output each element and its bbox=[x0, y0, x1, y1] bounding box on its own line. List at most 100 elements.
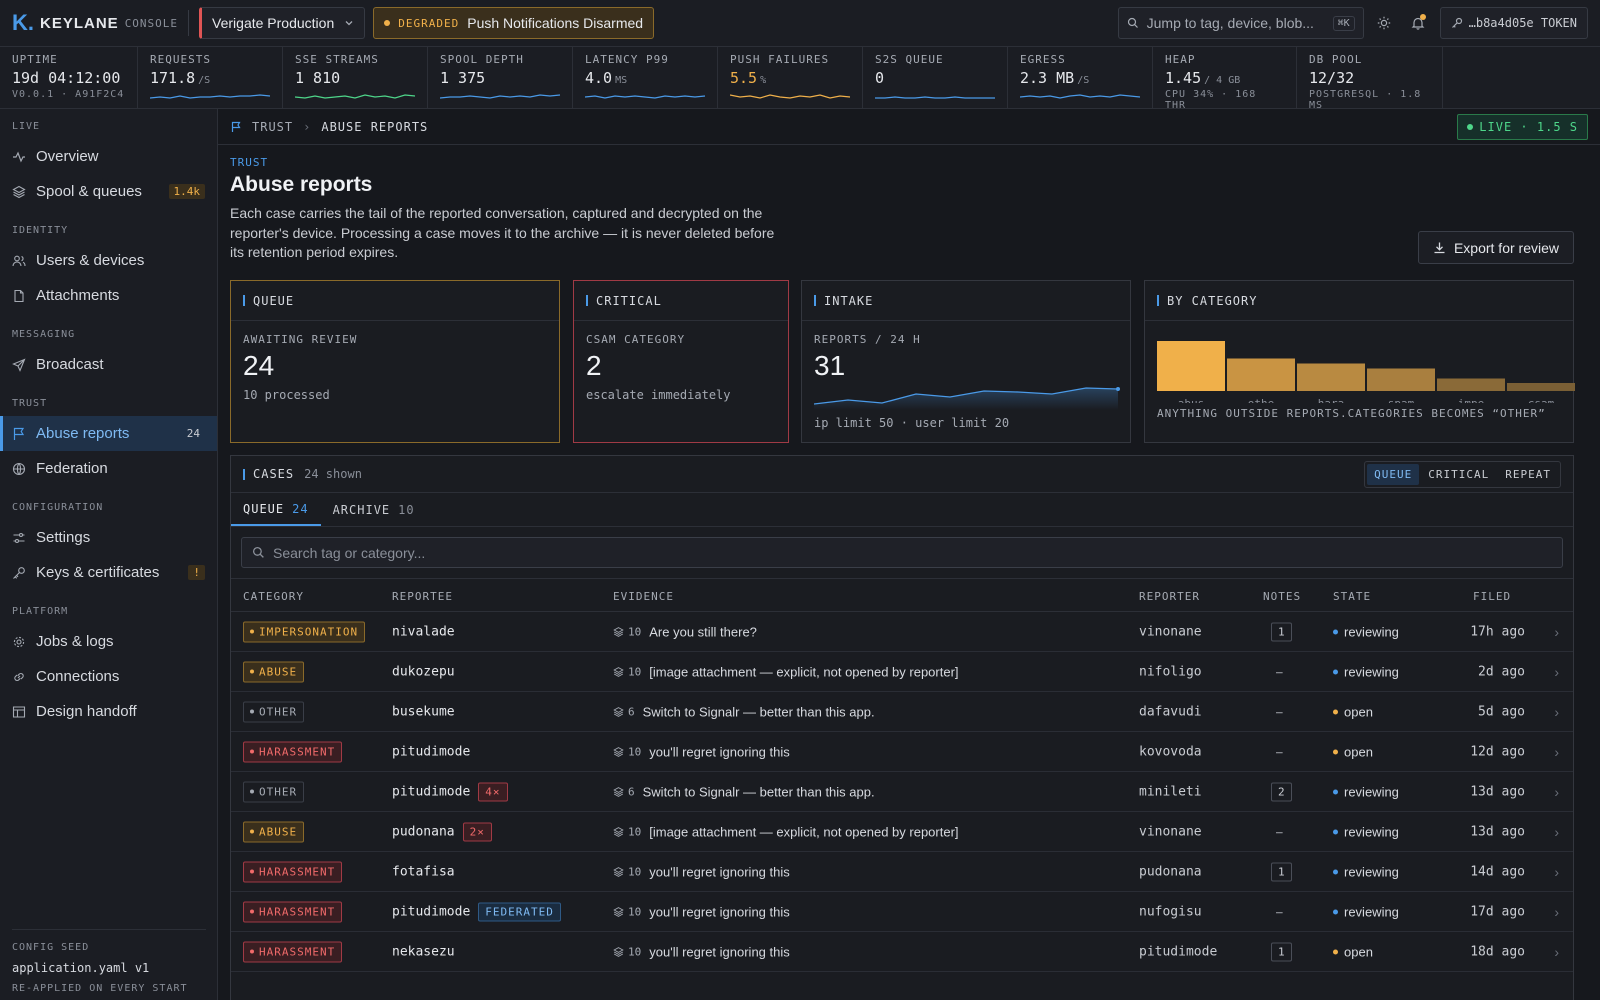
metric-requests[interactable]: REQUESTS 171.8/S bbox=[138, 47, 283, 109]
live-indicator[interactable]: LIVE · 1.5 S bbox=[1457, 113, 1588, 140]
critical-card[interactable]: CRITICAL CSAM CATEGORY 2 escalate immedi… bbox=[573, 280, 789, 443]
sidebar-item-broadcast[interactable]: Broadcast bbox=[0, 347, 217, 382]
category-bar-abus[interactable] bbox=[1157, 341, 1225, 391]
sidebar-item-design-handoff[interactable]: Design handoff bbox=[0, 694, 217, 729]
sidebar-item-spool-queues[interactable]: Spool & queues 1.4k bbox=[0, 174, 217, 209]
metric-db-pool[interactable]: DB POOL 12/32 POSTGRESQL · 1.8 MS bbox=[1297, 47, 1443, 111]
sidebar-item-connections[interactable]: Connections bbox=[0, 659, 217, 694]
table-row[interactable]: HARASSMENT nekasezu 10 you'll regret ignori… bbox=[231, 932, 1573, 972]
table-row[interactable]: HARASSMENT pitudimode 10 you'll regret igno… bbox=[231, 732, 1573, 772]
intake-card[interactable]: INTAKE REPORTS / 24 H 31 ip limit 50 · u… bbox=[801, 280, 1131, 443]
environment-select[interactable]: Verigate Production bbox=[199, 7, 366, 39]
column-state[interactable]: STATE bbox=[1333, 590, 1372, 603]
reportee[interactable]: busekume bbox=[392, 704, 455, 719]
filter-critical[interactable]: CRITICAL bbox=[1428, 467, 1490, 481]
table-row[interactable]: HARASSMENT fotafisa 10 you'll regret ignori… bbox=[231, 852, 1573, 892]
reportee[interactable]: dukozepu bbox=[392, 664, 455, 679]
column-reportee[interactable]: REPORTEE bbox=[392, 590, 453, 603]
reportee[interactable]: pitudimode 4× bbox=[392, 782, 508, 801]
sidebar-item-overview[interactable]: Overview bbox=[0, 139, 217, 174]
metric-uptime[interactable]: UPTIME 19d 04:12:00 V0.0.1 · A91F2C4 bbox=[0, 47, 138, 109]
sidebar-item-attachments[interactable]: Attachments bbox=[0, 278, 217, 313]
reporter[interactable]: pitudimode bbox=[1139, 944, 1218, 959]
token-button[interactable]: …b8a4d05e TOKEN bbox=[1439, 7, 1588, 39]
theme-toggle-button[interactable] bbox=[1370, 9, 1398, 37]
evidence[interactable]: 10 Are you still there? bbox=[613, 624, 757, 639]
column-notes[interactable]: NOTES bbox=[1263, 590, 1302, 603]
reporter[interactable]: minileti bbox=[1139, 784, 1202, 799]
metric-sse-streams[interactable]: SSE STREAMS 1 810 bbox=[283, 47, 428, 109]
table-row[interactable]: OTHER busekume 6 Switch to Signalr — better… bbox=[231, 692, 1573, 732]
reporter[interactable]: vinonane bbox=[1139, 624, 1202, 639]
brand[interactable]: K. KEYLANE CONSOLE bbox=[12, 10, 178, 36]
evidence[interactable]: 6 Switch to Signalr — better than this ap… bbox=[613, 704, 875, 719]
metric-spool-depth[interactable]: SPOOL DEPTH 1 375 bbox=[428, 47, 573, 109]
category-bar-othe[interactable] bbox=[1227, 358, 1295, 392]
chevron-right-icon[interactable]: › bbox=[1554, 623, 1559, 640]
evidence[interactable]: 10 you'll regret ignoring this bbox=[613, 744, 790, 759]
sidebar-item-jobs-logs[interactable]: Jobs & logs bbox=[0, 624, 217, 659]
cases-search[interactable]: Search tag or category... bbox=[241, 537, 1563, 568]
category-bar-spam[interactable] bbox=[1367, 368, 1435, 392]
reportee[interactable]: fotafisa bbox=[392, 864, 455, 879]
status-banner[interactable]: DEGRADED Push Notifications Disarmed bbox=[373, 7, 655, 39]
reporter[interactable]: kovovoda bbox=[1139, 744, 1202, 759]
reportee[interactable]: nekasezu bbox=[392, 944, 455, 959]
reporter[interactable]: vinonane bbox=[1139, 824, 1202, 839]
queue-card[interactable]: QUEUE AWAITING REVIEW 24 10 processed bbox=[230, 280, 560, 443]
sidebar-item-federation[interactable]: Federation bbox=[0, 451, 217, 486]
metric-latency-p99[interactable]: LATENCY P99 4.0 MS bbox=[573, 47, 718, 109]
category-bar-csam[interactable] bbox=[1507, 383, 1575, 391]
metric-egress[interactable]: EGRESS 2.3 MB/S bbox=[1008, 47, 1153, 109]
evidence[interactable]: 6 Switch to Signalr — better than this ap… bbox=[613, 784, 875, 799]
evidence[interactable]: 10 you'll regret ignoring this bbox=[613, 864, 790, 879]
reportee[interactable]: nivalade bbox=[392, 624, 455, 639]
category-bar-impe[interactable] bbox=[1437, 378, 1505, 392]
global-search[interactable]: Jump to tag, device, blob... ⌘K bbox=[1117, 7, 1364, 39]
reporter[interactable]: pudonana bbox=[1139, 864, 1202, 879]
sidebar-item-abuse-reports[interactable]: Abuse reports 24 bbox=[0, 416, 217, 451]
chevron-right-icon[interactable]: › bbox=[1554, 663, 1559, 680]
notifications-button[interactable] bbox=[1404, 9, 1432, 37]
chevron-right-icon[interactable]: › bbox=[1554, 703, 1559, 720]
metric-heap[interactable]: HEAP 1.45/ 4 GB CPU 34% · 168 THR bbox=[1153, 47, 1297, 111]
chevron-right-icon[interactable]: › bbox=[1554, 823, 1559, 840]
chevron-right-icon[interactable]: › bbox=[1554, 943, 1559, 960]
evidence[interactable]: 10 [image attachment — explicit, not open… bbox=[613, 824, 959, 839]
chevron-right-icon[interactable]: › bbox=[1554, 863, 1559, 880]
reporter[interactable]: nufogisu bbox=[1139, 904, 1202, 919]
table-row[interactable]: HARASSMENT pitudimode FEDERATED 10 you'll re… bbox=[231, 892, 1573, 932]
filter-repeat[interactable]: REPEAT bbox=[1505, 467, 1551, 481]
table-row[interactable]: ABUSE dukozepu 10 [image attachment — expli… bbox=[231, 652, 1573, 692]
chevron-right-icon[interactable]: › bbox=[1554, 903, 1559, 920]
reporter[interactable]: nifoligo bbox=[1139, 664, 1202, 679]
metric-s2s-queue[interactable]: S2S QUEUE 0 bbox=[863, 47, 1008, 109]
chevron-right-icon[interactable]: › bbox=[1554, 783, 1559, 800]
table-row[interactable]: IMPERSONATION nivalade 10 Are you still the… bbox=[231, 612, 1573, 652]
metric-push-failures[interactable]: PUSH FAILURES 5.5% bbox=[718, 47, 863, 109]
tab-queue[interactable]: QUEUE 24 bbox=[231, 493, 321, 526]
breadcrumb-section[interactable]: TRUST bbox=[252, 119, 294, 134]
config-seed-file[interactable]: application.yaml v1 bbox=[12, 961, 150, 975]
sidebar-item-keys-certificates[interactable]: Keys & certificates! bbox=[0, 555, 217, 590]
column-category[interactable]: CATEGORY bbox=[243, 590, 304, 603]
reporter[interactable]: dafavudi bbox=[1139, 704, 1202, 719]
column-evidence[interactable]: EVIDENCE bbox=[613, 590, 674, 603]
category-bar-hara[interactable] bbox=[1297, 363, 1365, 392]
column-reporter[interactable]: REPORTER bbox=[1139, 590, 1200, 603]
evidence[interactable]: 10 [image attachment — explicit, not open… bbox=[613, 664, 959, 679]
sidebar-item-users-devices[interactable]: Users & devices bbox=[0, 243, 217, 278]
sidebar-item-settings[interactable]: Settings bbox=[0, 520, 217, 555]
evidence[interactable]: 10 you'll regret ignoring this bbox=[613, 904, 790, 919]
table-row[interactable]: OTHER pitudimode 4× 6 Switch to Signalr — be… bbox=[231, 772, 1573, 812]
reportee[interactable]: pudonana 2× bbox=[392, 822, 492, 841]
tab-archive[interactable]: ARCHIVE 10 bbox=[321, 493, 427, 526]
export-button[interactable]: Export for review bbox=[1417, 231, 1574, 264]
table-row[interactable]: ABUSE pudonana 2× 10 [image attachment — exp… bbox=[231, 812, 1573, 852]
reportee[interactable]: pitudimode FEDERATED bbox=[392, 902, 561, 921]
evidence[interactable]: 10 you'll regret ignoring this bbox=[613, 944, 790, 959]
reportee[interactable]: pitudimode bbox=[392, 744, 470, 759]
column-filed[interactable]: FILED bbox=[1473, 590, 1512, 603]
chevron-right-icon[interactable]: › bbox=[1554, 743, 1559, 760]
